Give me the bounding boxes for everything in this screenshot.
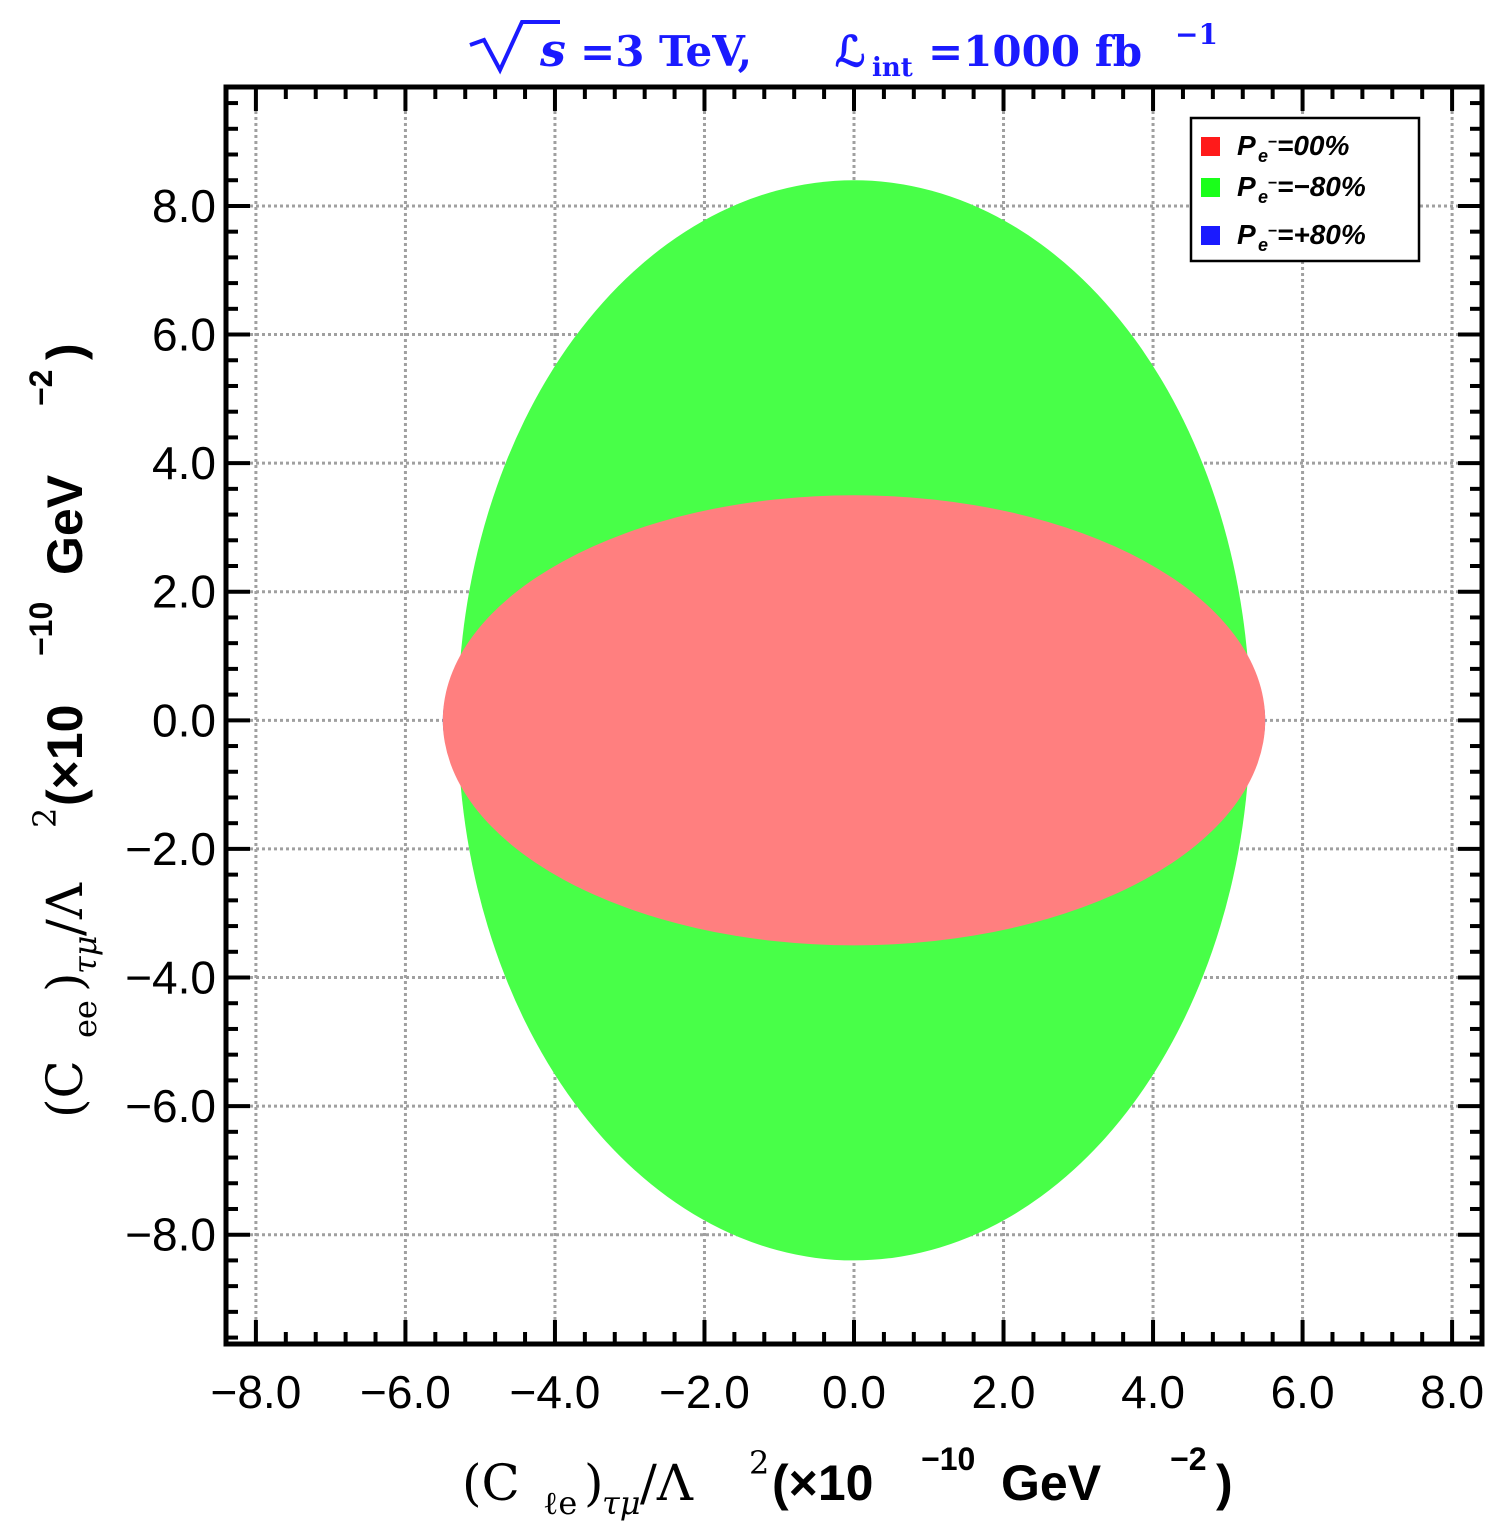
confidence-regions	[442, 180, 1266, 1261]
ylabel-units-exp: −10	[23, 602, 59, 656]
sqrt-symbol	[469, 20, 560, 75]
y-tick-label: 4.0	[152, 437, 216, 489]
x-tick-label: 2.0	[972, 1366, 1036, 1418]
legend-swatch-blue	[1201, 226, 1220, 245]
legend-symbol-sup-green: −	[1268, 175, 1277, 192]
title-lumi-symbol: ℒ	[835, 27, 865, 76]
xlabel-units-close: )	[1216, 1455, 1233, 1511]
xlabel-units-exp: −10	[921, 1441, 975, 1477]
ylabel-units-close: )	[37, 343, 93, 360]
legend-swatch-green	[1201, 178, 1220, 197]
ylabel-flavour-sub: τμ	[66, 936, 104, 975]
xlabel-close: )	[584, 1454, 604, 1512]
axis-ticks	[224, 87, 1484, 1344]
y-tick-label: −6.0	[125, 1080, 216, 1132]
legend-box	[1189, 116, 1421, 263]
xlabel-coef: (C	[462, 1454, 520, 1512]
x-tick-labels: −8.0 −6.0 −4.0 −2.0 0.0 2.0 4.0 6.0 8.0	[210, 1366, 1484, 1418]
x-tick-label: 6.0	[1271, 1366, 1335, 1418]
ylabel-units-tail-exp: −2	[23, 370, 59, 406]
x-tick-label: −8.0	[210, 1366, 301, 1418]
ylabel-coef: (C	[36, 1060, 94, 1118]
x-tick-label: −2.0	[659, 1366, 750, 1418]
legend-symbol-green: P	[1237, 171, 1256, 202]
x-tick-label: −4.0	[510, 1366, 601, 1418]
x-axis-label: (C ℓe ) τμ /Λ 2 (×10 −10 GeV −2 )	[462, 1441, 1233, 1522]
xlabel-flavour-sub: τμ	[602, 1484, 641, 1522]
y-tick-label: −2.0	[125, 823, 216, 875]
y-tick-label: 8.0	[152, 180, 216, 232]
x-tick-label: 4.0	[1121, 1366, 1185, 1418]
ylabel-coef-sub: ee	[66, 1000, 104, 1038]
title-lumi-exp: −1	[1175, 18, 1218, 51]
y-tick-label: 6.0	[152, 309, 216, 361]
y-tick-label: −8.0	[125, 1209, 216, 1261]
legend-symbol-sup-red: −	[1268, 134, 1277, 151]
title-energy: =3 TeV,	[580, 27, 752, 76]
y-axis-label: (C ee ) τμ /Λ 2 (×10 −10 GeV −2 )	[23, 343, 104, 1118]
legend-symbol-sub-blue: e	[1258, 235, 1268, 255]
legend-symbol-sub-green: e	[1258, 187, 1268, 207]
y-tick-label: −4.0	[125, 952, 216, 1004]
region-red	[442, 495, 1266, 946]
x-tick-label: 8.0	[1420, 1366, 1484, 1418]
xlabel-coef-sub: ℓe	[543, 1484, 577, 1522]
legend-symbol-red: P	[1237, 130, 1256, 161]
y-tick-labels: −8.0 −6.0 −4.0 −2.0 0.0 2.0 4.0 6.0 8.0	[125, 180, 216, 1261]
x-tick-label: −6.0	[360, 1366, 451, 1418]
legend-label-green: =−80%	[1277, 171, 1366, 202]
xlabel-units: (×10	[772, 1455, 873, 1511]
legend-label-blue: =+80%	[1277, 219, 1366, 250]
xlabel-lambda-exp: 2	[749, 1444, 769, 1482]
xlabel-units-tail-exp: −2	[1170, 1441, 1206, 1477]
ylabel-units: (×10	[37, 705, 93, 806]
y-tick-label: 2.0	[152, 566, 216, 618]
ylabel-lambda: /Λ	[36, 882, 94, 936]
legend-label-red: =00%	[1277, 130, 1349, 161]
legend-symbol-blue: P	[1237, 219, 1256, 250]
title-lumi-sub: int	[872, 53, 913, 83]
ylabel-close: )	[36, 972, 94, 992]
legend-symbol-sub-red: e	[1258, 146, 1268, 166]
legend-symbol-sup-blue: −	[1268, 223, 1277, 240]
x-tick-label: 0.0	[822, 1366, 886, 1418]
ylabel-units-tail: GeV	[37, 474, 93, 575]
xlabel-units-tail: GeV	[1001, 1455, 1102, 1511]
y-tick-label: 0.0	[152, 694, 216, 746]
chart-title: s =3 TeV, ℒ int =1000 fb −1	[469, 18, 1218, 83]
ylabel-lambda-exp: 2	[26, 808, 64, 828]
title-lumi-value: =1000 fb	[928, 27, 1142, 76]
legend-swatch-red	[1201, 137, 1220, 156]
xlabel-lambda: /Λ	[640, 1454, 694, 1512]
title-sqrt-s: s	[539, 23, 566, 77]
